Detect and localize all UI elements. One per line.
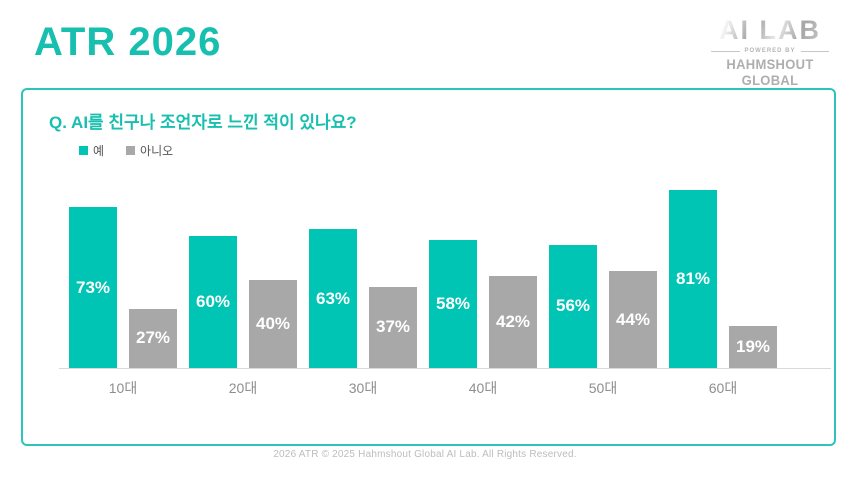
x-axis-labels: 10대 20대 30대 40대 50대 60대 — [59, 378, 831, 398]
page-title: ATR 2026 — [34, 20, 222, 64]
bar-no-40대: 42% — [489, 275, 537, 368]
legend-swatch-no — [126, 146, 136, 155]
bar-yes-20대: 60% — [189, 236, 237, 368]
powered-by-line-left — [711, 50, 740, 52]
question-title: Q. AI를 친구나 조언자로 느낀 적이 있나요? — [49, 113, 357, 132]
bar-group-30대: 63% 37% — [309, 229, 417, 368]
bar-no-20대: 40% — [249, 280, 297, 368]
ai-lab-logo: AI LAB POWERED BY HAHMSHOUT GLOBAL — [703, 17, 837, 89]
bar-group-60대: 81% 19% — [669, 189, 777, 368]
powered-by-label: POWERED BY — [744, 48, 796, 54]
bar-no-50대: 44% — [609, 271, 657, 368]
bar-yes-30대: 63% — [309, 229, 357, 368]
bar-group-20대: 60% 40% — [189, 236, 297, 368]
x-axis-label-40대: 40대 — [468, 380, 498, 396]
x-axis-label-20대: 20대 — [228, 380, 258, 396]
logo-company-text: HAHMSHOUT GLOBAL — [726, 55, 814, 89]
legend-label-no: 아니오 — [140, 144, 174, 158]
bar-yes-40대: 58% — [429, 240, 477, 368]
bar-value-label: 58% — [435, 294, 471, 314]
bar-yes-10대: 73% — [69, 207, 117, 368]
bar-value-label: 81% — [675, 268, 711, 288]
bar-no-30대: 37% — [369, 286, 417, 368]
powered-by-line-right — [800, 50, 830, 52]
footer-copyright: 2026 ATR © 2025 Hahmshout Global AI Lab.… — [273, 449, 577, 460]
x-axis-label-10대: 10대 — [108, 380, 138, 396]
bar-group-50대: 56% 44% — [549, 244, 657, 368]
logo-brand-text: AI LAB — [703, 17, 837, 44]
bar-yes-50대: 56% — [549, 244, 597, 368]
bar-value-label: 40% — [255, 314, 291, 333]
bar-value-label: 73% — [75, 277, 111, 297]
bar-no-60대: 19% — [729, 326, 777, 368]
bar-value-label: 44% — [615, 309, 651, 329]
legend: 예 아니오 — [79, 142, 173, 159]
bar-value-label: 37% — [375, 317, 411, 337]
bar-value-label: 60% — [195, 292, 231, 311]
bar-value-label: 19% — [735, 337, 771, 357]
legend-swatch-yes — [79, 146, 88, 155]
legend-item-yes: 예 — [79, 142, 104, 159]
legend-label-yes: 예 — [93, 144, 105, 158]
bar-value-label: 56% — [555, 296, 591, 316]
bar-value-label: 27% — [135, 328, 171, 348]
x-axis-label-30대: 30대 — [348, 380, 378, 396]
x-axis-label-50대: 50대 — [588, 380, 618, 396]
x-axis-label-60대: 60대 — [708, 380, 738, 396]
bar-value-label: 63% — [315, 288, 351, 308]
bar-group-40대: 58% 42% — [429, 240, 537, 368]
bar-plot: 73% 27% 60% 40% 63% 37% 58% 42% 56% 44% 81% 19% — [59, 177, 831, 369]
bar-no-10대: 27% — [129, 308, 177, 368]
chart-card: Q. AI를 친구나 조언자로 느낀 적이 있나요? 예 아니오 73% 27% 6… — [21, 88, 836, 446]
bar-value-label: 42% — [495, 311, 531, 331]
legend-item-no: 아니오 — [126, 142, 173, 159]
powered-by-row: POWERED BY — [711, 48, 830, 54]
bar-yes-60대: 81% — [669, 189, 717, 368]
bar-group-10대: 73% 27% — [69, 207, 177, 368]
